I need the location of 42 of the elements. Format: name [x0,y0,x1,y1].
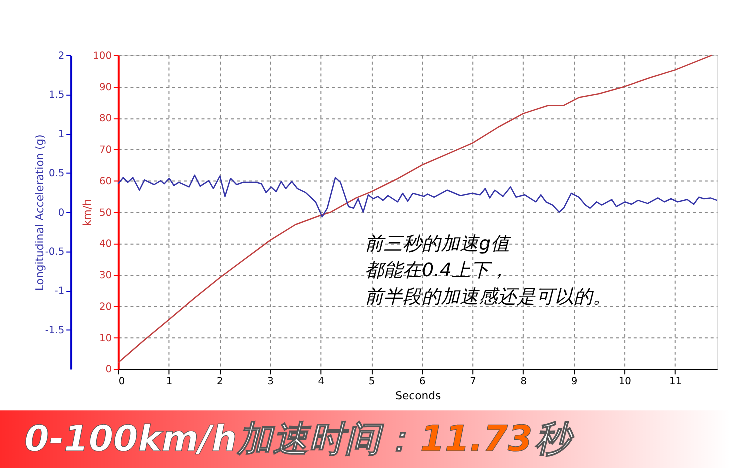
text: 0-100km/h加速时间： [24,419,418,460]
y2-tick-label: -0.5 [45,247,65,258]
y2-tick-label: -1 [54,286,65,298]
y-tick-label: 20 [99,302,112,313]
y-tick-label: 50 [99,208,112,219]
x-tick-label: 0 [118,376,126,388]
line-series [118,174,718,218]
x-tick-label: 2 [217,376,224,388]
text: 11.73 [420,419,533,460]
y-tick-label: 90 [99,82,112,94]
y-tick-label: 100 [93,50,112,62]
y2-tick-label: 1 [58,129,65,140]
y-tick-label: 60 [99,176,112,188]
x-tick-label: 10 [618,376,632,388]
y2-axis-title: Longitudinal Acceleration (g) [33,134,46,292]
y2-tick-label: -1.5 [45,325,65,336]
x-tick-label: 9 [571,376,578,388]
y2-tick-label: 0.5 [48,168,65,180]
y2-tick-label: 0 [58,208,65,219]
y2-tick-label: 2 [58,50,65,62]
x-tick-label: 11 [670,376,682,388]
x-tick-label: 6 [420,376,426,388]
x-tick-label: 4 [318,376,325,388]
text: 秒 [534,419,575,460]
x-tick-label: 8 [520,376,528,388]
y-axis-title: km/h [81,199,94,227]
y2-tick-label: 1.5 [48,90,65,102]
annotation: 都能在0.4上下， [365,260,509,282]
annotation: 前半段的加速感还是可以的。 [365,287,612,308]
x-tick-label: 5 [368,376,376,388]
y-tick-label: 40 [99,239,112,250]
x-tick-label: 7 [470,376,476,388]
annotation: 前三秒的加速g值 [365,234,512,255]
line-series [118,54,713,364]
x-axis-title: Seconds [396,389,442,402]
y-tick-label: 30 [99,270,112,282]
y-tick-label: 10 [99,333,112,344]
y-tick-label: 70 [99,145,112,156]
x-tick-label: 1 [166,376,173,388]
y-tick-label: 80 [99,114,112,125]
x-tick-label: 3 [268,376,274,388]
y-tick-label: 0 [106,364,112,376]
